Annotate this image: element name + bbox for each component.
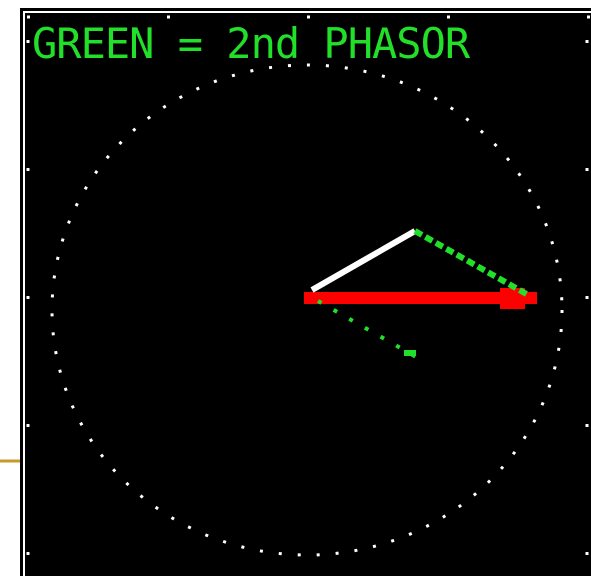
title: GREEN = 2nd PHASOR	[32, 19, 471, 68]
red-phasor-tip	[500, 288, 525, 309]
green-trace	[317, 299, 419, 360]
red-phasor	[304, 292, 537, 304]
dotted-circle	[50, 63, 564, 557]
white-phasor	[310, 228, 417, 293]
panel-border	[23, 11, 591, 576]
green-trace-end	[404, 350, 416, 356]
green-phasor	[413, 228, 532, 299]
